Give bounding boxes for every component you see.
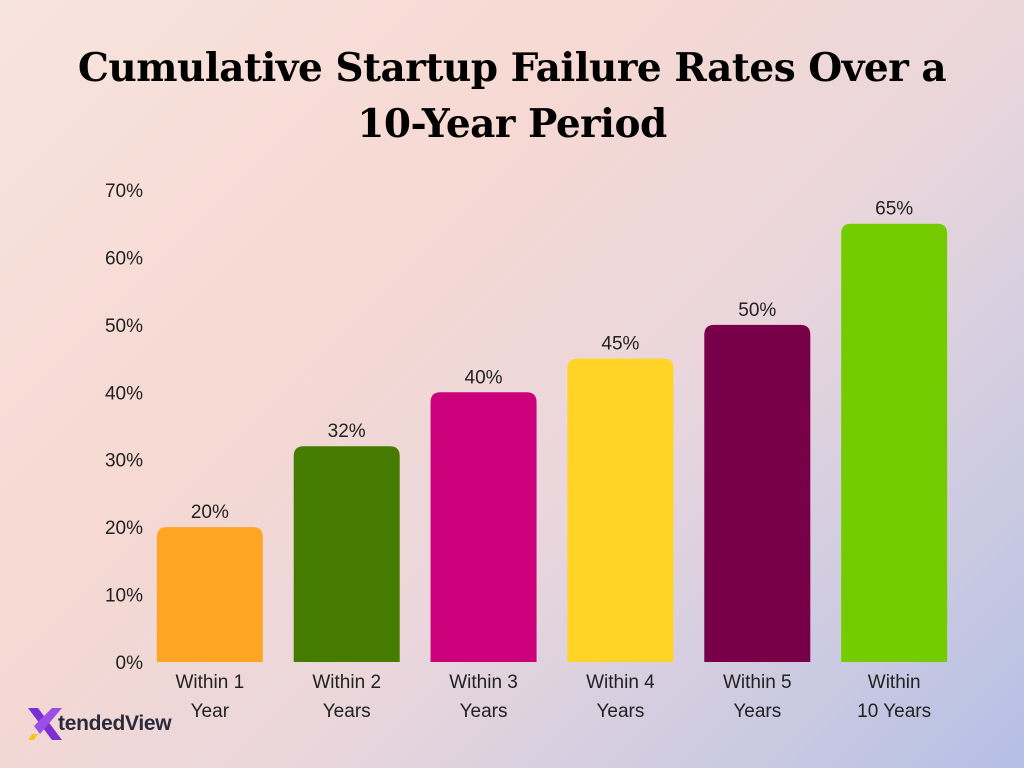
logo-text: tendedView	[58, 712, 172, 736]
bar	[841, 223, 948, 662]
xtendedview-logo: tendedView	[26, 702, 226, 746]
category-label: Years	[323, 701, 371, 722]
bar-value-label: 65%	[875, 199, 913, 220]
category-label: Years	[733, 701, 781, 722]
bar-value-label: 45%	[601, 334, 639, 355]
chart-title: Cumulative Startup Failure Rates Over a …	[77, 45, 947, 147]
logo-text-part2: View	[125, 712, 172, 735]
category-label: Within 2	[312, 672, 381, 693]
bar-value-label: 20%	[191, 502, 229, 523]
y-tick-label: 30%	[105, 451, 143, 472]
logo-text-part1: tended	[58, 712, 126, 735]
value-labels: 20% 32% 40% 45% 50% 65%	[191, 199, 913, 523]
y-tick-label: 70%	[105, 181, 143, 202]
y-tick-label: 0%	[116, 653, 144, 674]
y-tick-label: 60%	[105, 248, 143, 269]
category-label: Within 5	[723, 672, 792, 693]
y-tick-label: 20%	[105, 518, 143, 539]
bar-value-label: 32%	[328, 421, 366, 442]
bar	[293, 446, 400, 662]
bar	[430, 392, 537, 662]
bar	[704, 324, 811, 662]
category-label: Within	[868, 672, 921, 693]
logo-x-mark-icon	[28, 708, 62, 740]
category-label: Year	[191, 701, 230, 722]
category-label: 10 Years	[857, 701, 931, 722]
bars	[156, 223, 948, 662]
y-axis-ticks: 0% 10% 20% 30% 40% 50% 60% 70%	[105, 181, 143, 674]
category-label: Within 1	[176, 672, 245, 693]
category-labels: Within 1 Year Within 2 Years Within 3 Years Wi…	[176, 672, 932, 722]
bar-value-label: 40%	[465, 367, 503, 388]
bar	[567, 358, 674, 662]
category-label: Within 4	[586, 672, 655, 693]
y-tick-label: 40%	[105, 383, 143, 404]
bar	[156, 527, 263, 662]
y-tick-label: 50%	[105, 316, 143, 337]
category-label: Within 3	[449, 672, 518, 693]
y-tick-label: 10%	[105, 586, 143, 607]
category-label: Years	[596, 701, 644, 722]
category-label: Years	[460, 701, 508, 722]
bar-value-label: 50%	[738, 300, 776, 321]
